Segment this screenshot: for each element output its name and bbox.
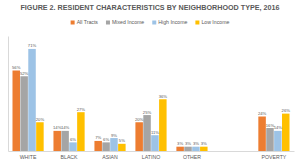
data-label: 25%: [143, 110, 152, 115]
legend-swatch: [152, 21, 156, 25]
bar: [258, 117, 265, 152]
legend-swatch: [71, 21, 75, 25]
data-label: 7%: [95, 135, 101, 140]
bar: [94, 141, 101, 151]
bar: [184, 147, 191, 151]
data-label: 3%: [193, 141, 199, 146]
bar: [266, 128, 273, 151]
data-label: 71%: [28, 43, 37, 48]
x-tick: LATINO: [142, 151, 160, 160]
data-label: 3%: [201, 141, 207, 146]
bar: [176, 147, 183, 151]
title: FIGURE 2. RESIDENT CHARACTERISTICS BY NE…: [20, 3, 279, 12]
legend-swatch: [106, 21, 110, 25]
bar: [110, 138, 117, 151]
legend-swatch: [195, 21, 199, 25]
x-tick: ASIAN: [102, 151, 118, 160]
legend-item: All Tracts: [71, 19, 99, 25]
chart: FIGURE 2. RESIDENT CHARACTERISTICS BY NE…: [0, 0, 300, 167]
bar: [69, 142, 76, 151]
x-tick: OTHER: [183, 151, 201, 160]
bar: [159, 99, 166, 151]
data-label: 56%: [12, 65, 21, 70]
bar: [20, 76, 27, 151]
bar: [61, 131, 68, 151]
x-axis: WHITE BLACK ASIAN LATINO OTHER POVERTY: [9, 151, 295, 160]
x-tick: BLACK: [61, 151, 79, 160]
x-tick: POVERTY: [262, 151, 287, 160]
data-label: 36%: [159, 94, 168, 99]
x-tick: WHITE: [20, 151, 37, 160]
data-label: 24%: [258, 111, 267, 116]
bar: [192, 147, 199, 151]
data-label: 6%: [103, 137, 109, 142]
bar: [274, 131, 281, 151]
y-axis-line: [8, 37, 9, 152]
bars: [12, 49, 289, 151]
data-label: 20%: [135, 117, 144, 122]
data-labels: 56%14%7%20%3%24%52%14%6%25%3%16%71%6%9%1…: [12, 43, 290, 146]
legend-item: Mixed Income: [106, 19, 144, 25]
x-tick-label: LATINO: [142, 154, 160, 160]
bar: [28, 49, 35, 151]
data-label: 52%: [20, 71, 29, 76]
plot: WHITE BLACK ASIAN LATINO OTHER POVERTY 56% 14% 7…: [9, 37, 295, 160]
legend-label: Mixed Income: [112, 19, 144, 25]
x-tick-label: POVERTY: [262, 154, 287, 160]
data-label: 11%: [151, 130, 159, 135]
legend-label: High Income: [158, 19, 187, 25]
bar: [282, 114, 289, 151]
bar: [36, 122, 43, 151]
bar: [200, 147, 207, 151]
data-label: 3%: [185, 141, 191, 146]
bar: [53, 131, 60, 151]
y-axis: [8, 37, 9, 152]
legend-label: Low Income: [201, 19, 229, 25]
bar: [77, 112, 84, 151]
x-tick-label: BLACK: [61, 154, 79, 160]
legend-item: Low Income: [195, 19, 229, 25]
bar: [143, 115, 150, 151]
x-tick-label: ASIAN: [102, 154, 118, 160]
data-label: 9%: [111, 133, 117, 138]
data-label: 6%: [70, 137, 76, 142]
legend-item: High Income: [152, 19, 187, 25]
legend-label: All Tracts: [77, 19, 99, 25]
bar: [12, 71, 19, 152]
bar: [151, 135, 158, 151]
bar: [135, 122, 142, 151]
legend: All Tracts Mixed Income High Income Low Inc…: [71, 19, 230, 25]
bar: [118, 144, 125, 151]
bar: [102, 142, 109, 151]
data-label: 3%: [177, 141, 183, 146]
data-label: 14%: [61, 125, 70, 130]
data-label: 27%: [77, 107, 86, 112]
x-axis-line: [9, 151, 295, 152]
x-tick-label: WHITE: [20, 154, 37, 160]
data-label: 26%: [282, 108, 291, 113]
data-label: 5%: [119, 138, 125, 143]
data-label: 20%: [36, 117, 45, 122]
data-label: 14%: [274, 125, 283, 130]
x-tick-label: OTHER: [183, 154, 201, 160]
